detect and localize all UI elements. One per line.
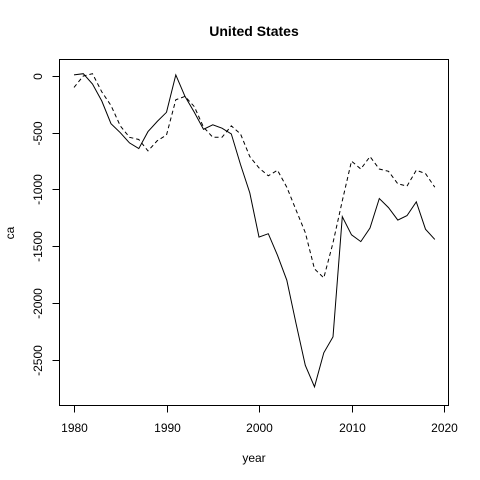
x-axis-label: year <box>242 451 265 465</box>
x-tick-label: 1980 <box>61 421 88 435</box>
y-tick-label: -500 <box>31 121 45 145</box>
y-tick-label: 0 <box>31 73 45 80</box>
y-axis-label: ca <box>3 226 17 239</box>
y-axis: 0 -500 -1000 -1500 -2000 -2500 <box>31 73 60 376</box>
x-axis: 1980 1990 2000 2010 2020 <box>61 405 458 435</box>
x-tick-label: 2010 <box>339 421 366 435</box>
chart-title: United States <box>209 23 299 39</box>
y-tick-label: -1500 <box>31 231 45 262</box>
plot-frame <box>59 59 449 406</box>
y-tick-label: -1000 <box>31 174 45 205</box>
y-tick-label: -2500 <box>31 345 45 376</box>
x-tick-label: 1990 <box>154 421 181 435</box>
series-layer <box>73 73 436 389</box>
x-tick-label: 2020 <box>431 421 458 435</box>
series-line-dashed <box>73 73 436 279</box>
series-line-solid <box>73 73 436 389</box>
x-tick-label: 2000 <box>246 421 273 435</box>
y-tick-label: -2000 <box>31 288 45 319</box>
